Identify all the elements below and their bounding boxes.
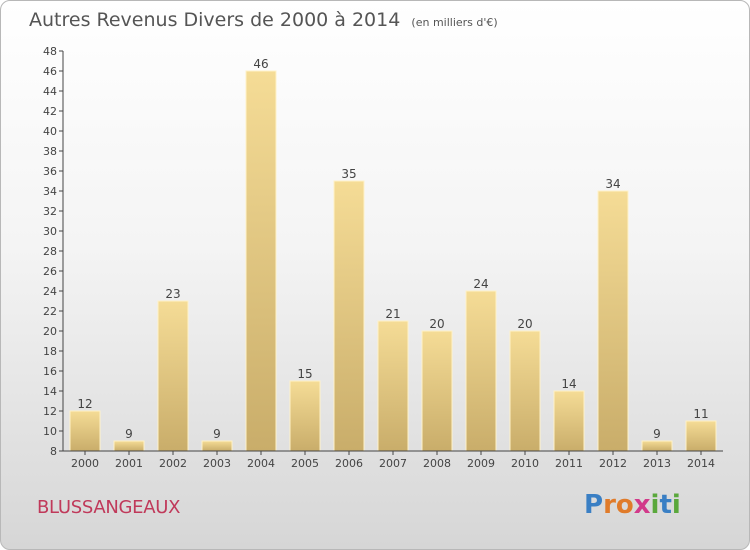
x-tick-label-2013: 2013 — [643, 457, 671, 470]
y-tick-label-48: 48 — [43, 45, 57, 58]
y-tick-label-40: 40 — [43, 125, 57, 138]
logo-letter: i — [671, 490, 681, 520]
value-label-2013: 9 — [653, 427, 661, 441]
x-tick-label-2003: 2003 — [203, 457, 231, 470]
y-tick-label-14: 14 — [43, 385, 57, 398]
y-tick-label-12: 12 — [43, 405, 57, 418]
y-tick-label-34: 34 — [43, 185, 57, 198]
commune-name: BLUSSANGEAUX — [37, 497, 181, 518]
y-tick-label-10: 10 — [43, 425, 57, 438]
bar-2010 — [509, 330, 541, 452]
value-label-2012: 34 — [605, 177, 620, 191]
logo-letter: i — [650, 490, 660, 520]
y-tick-label-18: 18 — [43, 345, 57, 358]
x-tick-label-2001: 2001 — [115, 457, 143, 470]
logo-letter: x — [633, 490, 651, 520]
chart-subtitle: (en milliers d'€) — [411, 16, 498, 29]
y-tick-label-38: 38 — [43, 145, 57, 158]
logo-letter: o — [615, 490, 634, 520]
data-labels-group: 12 9 23 9 46 15 35 21 20 24 20 14 34 9 11 — [77, 57, 708, 441]
y-tick-label-8: 8 — [50, 445, 57, 458]
x-tick-label-2000: 2000 — [71, 457, 99, 470]
value-label-2002: 23 — [165, 287, 180, 301]
x-tick-label-2002: 2002 — [159, 457, 187, 470]
bar-2005 — [289, 380, 321, 452]
x-tick-label-2006: 2006 — [335, 457, 363, 470]
value-label-2006: 35 — [341, 167, 356, 181]
bar-2011 — [553, 390, 585, 452]
bars-group — [69, 70, 717, 452]
y-tick-label-44: 44 — [43, 85, 57, 98]
value-label-2010: 20 — [517, 317, 532, 331]
y-tick-label-26: 26 — [43, 265, 57, 278]
bar-2004 — [245, 70, 277, 452]
y-tick-label-46: 46 — [43, 65, 57, 78]
bar-2012 — [597, 190, 629, 452]
y-tick-label-28: 28 — [43, 245, 57, 258]
bar-2009 — [465, 290, 497, 452]
logo-letter: r — [603, 490, 616, 520]
bar-2000 — [69, 410, 101, 452]
y-tick-label-16: 16 — [43, 365, 57, 378]
bar-2002 — [157, 300, 189, 452]
chart-title: Autres Revenus Divers de 2000 à 2014 (en… — [29, 9, 498, 31]
y-tick-label-42: 42 — [43, 105, 57, 118]
bar-2014 — [685, 420, 717, 452]
bar-2006 — [333, 180, 365, 452]
x-tick-label-2011: 2011 — [555, 457, 583, 470]
y-tick-label-30: 30 — [43, 225, 57, 238]
value-label-2004: 46 — [253, 57, 268, 71]
x-tick-label-2012: 2012 — [599, 457, 627, 470]
x-tick-label-2009: 2009 — [467, 457, 495, 470]
x-tick-label-2014: 2014 — [687, 457, 715, 470]
chart-title-text: Autres Revenus Divers de 2000 à 2014 — [29, 9, 401, 31]
y-tick-label-20: 20 — [43, 325, 57, 338]
value-label-2014: 11 — [693, 407, 708, 421]
x-tick-label-2005: 2005 — [291, 457, 319, 470]
proxiti-logo[interactable]: Proxiti — [584, 490, 681, 520]
value-label-2011: 14 — [561, 377, 576, 391]
value-label-2000: 12 — [77, 397, 92, 411]
x-tick-label-2008: 2008 — [423, 457, 451, 470]
axes-group: 2000 2001 2002 2003 2004 2005 2006 2007 2008 2009… — [43, 45, 723, 470]
logo-letter: P — [584, 490, 604, 520]
value-label-2007: 21 — [385, 307, 400, 321]
bar-2003 — [201, 440, 233, 452]
value-label-2005: 15 — [297, 367, 312, 381]
y-tick-label-22: 22 — [43, 305, 57, 318]
bar-2001 — [113, 440, 145, 452]
value-label-2009: 24 — [473, 277, 488, 291]
logo-letter: t — [659, 490, 672, 520]
y-tick-label-24: 24 — [43, 285, 57, 298]
bar-2008 — [421, 330, 453, 452]
value-label-2003: 9 — [213, 427, 221, 441]
value-label-2001: 9 — [125, 427, 133, 441]
bar-2007 — [377, 320, 409, 452]
bar-2013 — [641, 440, 673, 452]
x-tick-label-2007: 2007 — [379, 457, 407, 470]
x-tick-label-2004: 2004 — [247, 457, 275, 470]
y-tick-label-32: 32 — [43, 205, 57, 218]
value-label-2008: 20 — [429, 317, 444, 331]
y-tick-label-36: 36 — [43, 165, 57, 178]
x-tick-label-2010: 2010 — [511, 457, 539, 470]
